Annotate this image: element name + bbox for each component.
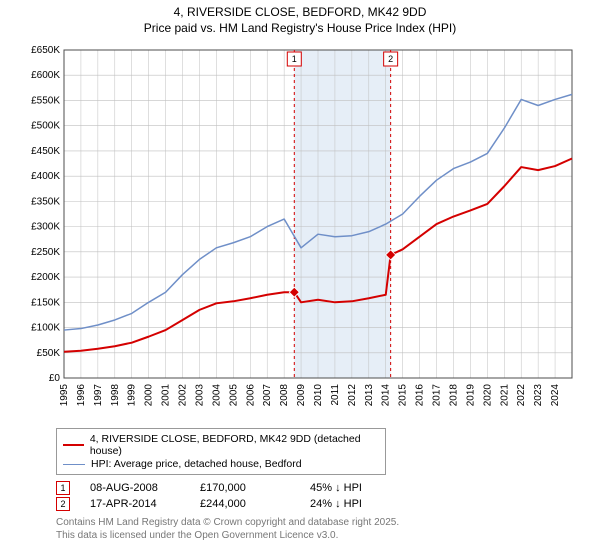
svg-text:2011: 2011	[330, 384, 341, 406]
chart-title: 4, RIVERSIDE CLOSE, BEDFORD, MK42 9DD Pr…	[8, 4, 592, 36]
svg-text:£150K: £150K	[31, 298, 60, 309]
legend-label: 4, RIVERSIDE CLOSE, BEDFORD, MK42 9DD (d…	[90, 433, 379, 457]
sale-delta: 24% ↓ HPI	[310, 498, 400, 510]
legend-item: HPI: Average price, detached house, Bedf…	[63, 458, 379, 470]
legend-swatch	[63, 444, 84, 446]
svg-text:1996: 1996	[76, 384, 87, 407]
svg-text:£350K: £350K	[31, 197, 60, 208]
svg-text:2018: 2018	[448, 384, 459, 407]
svg-text:2010: 2010	[313, 384, 324, 407]
svg-text:2006: 2006	[245, 384, 256, 407]
legend: 4, RIVERSIDE CLOSE, BEDFORD, MK42 9DD (d…	[56, 428, 386, 475]
sale-price: £170,000	[200, 482, 290, 494]
legend-item: 4, RIVERSIDE CLOSE, BEDFORD, MK42 9DD (d…	[63, 433, 379, 457]
title-line-2: Price paid vs. HM Land Registry's House …	[8, 20, 592, 36]
svg-text:2023: 2023	[533, 384, 544, 407]
sale-delta: 45% ↓ HPI	[310, 482, 400, 494]
svg-text:2014: 2014	[381, 384, 392, 407]
svg-text:£300K: £300K	[31, 222, 60, 233]
sales-table: 1 08-AUG-2008 £170,000 45% ↓ HPI 2 17-APR-201…	[56, 481, 592, 511]
svg-text:£500K: £500K	[31, 121, 60, 132]
svg-text:£450K: £450K	[31, 146, 60, 157]
svg-text:2003: 2003	[194, 384, 205, 407]
svg-text:2005: 2005	[228, 384, 239, 407]
sale-row: 2 17-APR-2014 £244,000 24% ↓ HPI	[56, 497, 592, 511]
svg-text:2021: 2021	[499, 384, 510, 407]
title-line-1: 4, RIVERSIDE CLOSE, BEDFORD, MK42 9DD	[8, 4, 592, 20]
footer-line-2: This data is licensed under the Open Gov…	[56, 530, 592, 543]
svg-text:1998: 1998	[110, 384, 121, 407]
svg-text:2017: 2017	[432, 384, 443, 407]
svg-text:£400K: £400K	[31, 172, 60, 183]
svg-text:£100K: £100K	[31, 323, 60, 334]
svg-text:2022: 2022	[516, 384, 527, 407]
chart-plot: £0 £50K £100K £150K £200K £250K £300K £350K £400…	[20, 42, 580, 422]
svg-text:£50K: £50K	[37, 348, 61, 359]
legend-label: HPI: Average price, detached house, Bedf…	[91, 458, 302, 470]
svg-text:£250K: £250K	[31, 247, 60, 258]
footer-attribution: Contains HM Land Registry data © Crown c…	[56, 517, 592, 542]
svg-text:£650K: £650K	[31, 45, 60, 56]
sale-row: 1 08-AUG-2008 £170,000 45% ↓ HPI	[56, 481, 592, 495]
svg-text:1999: 1999	[127, 384, 138, 407]
svg-text:1997: 1997	[93, 384, 104, 407]
svg-text:1: 1	[292, 54, 297, 64]
svg-text:£550K: £550K	[31, 96, 60, 107]
svg-text:2015: 2015	[398, 384, 409, 407]
svg-text:2007: 2007	[262, 384, 273, 407]
svg-text:1995: 1995	[59, 384, 70, 407]
svg-text:2009: 2009	[296, 384, 307, 407]
svg-text:2013: 2013	[364, 384, 375, 407]
sale-marker: 1	[56, 481, 70, 495]
sale-date: 17-APR-2014	[90, 498, 180, 510]
footer-line-1: Contains HM Land Registry data © Crown c…	[56, 517, 592, 530]
svg-text:£200K: £200K	[31, 272, 60, 283]
svg-text:2024: 2024	[550, 384, 561, 407]
svg-text:2012: 2012	[347, 384, 358, 407]
svg-text:2004: 2004	[211, 384, 222, 407]
svg-text:2008: 2008	[279, 384, 290, 407]
svg-text:2002: 2002	[178, 384, 189, 407]
svg-text:£600K: £600K	[31, 71, 60, 82]
svg-text:2019: 2019	[465, 384, 476, 407]
svg-text:2000: 2000	[144, 384, 155, 407]
sale-marker: 2	[56, 497, 70, 511]
chart-container: 4, RIVERSIDE CLOSE, BEDFORD, MK42 9DD Pr…	[0, 0, 600, 560]
svg-text:2001: 2001	[161, 384, 172, 407]
sale-date: 08-AUG-2008	[90, 482, 180, 494]
svg-text:2016: 2016	[415, 384, 426, 407]
chart-svg: £0 £50K £100K £150K £200K £250K £300K £350K £400…	[20, 42, 580, 422]
svg-text:£0: £0	[49, 373, 61, 384]
svg-text:2020: 2020	[482, 384, 493, 407]
sale-price: £244,000	[200, 498, 290, 510]
svg-text:2: 2	[388, 54, 393, 64]
legend-swatch	[63, 464, 85, 465]
